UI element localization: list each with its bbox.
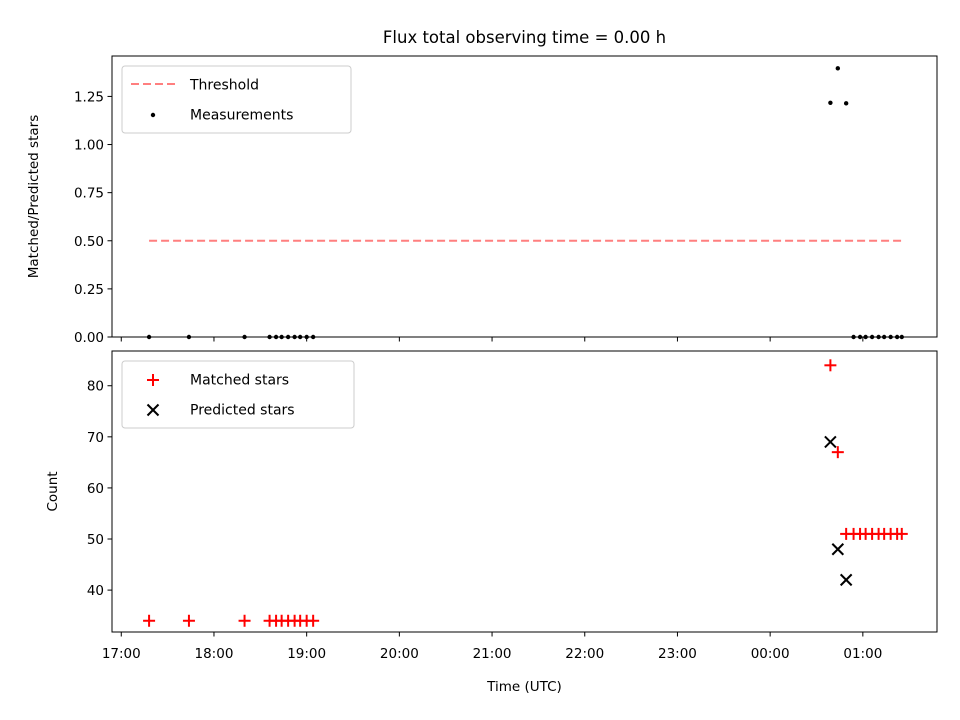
x-tick-label: 01:00	[843, 646, 882, 662]
bottom-y-tick-label: 80	[87, 379, 104, 395]
predicted-star-point	[824, 435, 837, 449]
bottom-y-tick-label: 50	[87, 532, 104, 548]
x-tick-label: 20:00	[380, 646, 419, 662]
top-y-tick-label: 1.25	[74, 89, 104, 105]
bottom-panel: 40 50 60 70 80 17:00 18:00 19:00 20:00 21:00 22:0…	[45, 350, 938, 662]
x-tick-label: 23:00	[658, 646, 697, 662]
predicted-star-point	[839, 573, 853, 587]
matched-star-point	[831, 446, 844, 459]
top-y-tick-label: 0.50	[74, 234, 104, 250]
x-tick-label: 17:00	[102, 646, 141, 662]
top-y-axis-label: Matched/Predicted stars	[26, 115, 42, 278]
measurement-point	[828, 100, 833, 105]
legend-matched-swatch	[147, 374, 159, 386]
legend-threshold-label: Threshold	[189, 78, 259, 94]
bottom-y-tick-label: 40	[87, 583, 104, 599]
bottom-y-tick-label: 70	[87, 430, 104, 446]
measurement-point	[835, 66, 841, 71]
top-y-tick-label: 0.25	[74, 282, 104, 298]
matched-star-point	[182, 614, 195, 627]
matched-star-point	[307, 614, 320, 627]
bottom-axes-frame	[111, 350, 938, 633]
x-tick-label: 00:00	[751, 646, 790, 662]
matched-star-point	[824, 359, 837, 372]
bottom-y-tick-label: 60	[87, 481, 104, 497]
chart-title: Flux total observing time = 0.00 h	[383, 28, 666, 47]
x-tick-label: 19:00	[287, 646, 326, 662]
bottom-y-axis-label: Count	[45, 471, 61, 511]
matched-star-point	[143, 614, 156, 627]
matched-star-point	[238, 614, 251, 627]
top-y-tick-label: 0.75	[74, 186, 104, 202]
legend-measurements-label: Measurements	[190, 108, 293, 124]
measurement-point	[843, 101, 849, 106]
top-y-tick-label: 1.00	[74, 138, 104, 154]
legend-predicted-swatch	[146, 403, 160, 417]
legend-predicted-label: Predicted stars	[190, 403, 295, 419]
top-legend: Threshold Measurements	[121, 65, 352, 134]
legend-matched-label: Matched stars	[190, 373, 289, 389]
bottom-legend: Matched stars Predicted stars	[121, 360, 355, 429]
x-axis-label: Time (UTC)	[486, 679, 562, 695]
legend-measurements-swatch	[150, 112, 156, 118]
top-panel: 0.00 0.25 0.50 0.75 1.00 1.25 Matched/Predict…	[26, 55, 938, 346]
x-tick-label: 21:00	[473, 646, 512, 662]
top-y-tick-label: 0.00	[74, 330, 104, 346]
predicted-star-point	[831, 543, 845, 556]
x-tick-label: 22:00	[565, 646, 604, 662]
top-axes-frame	[111, 55, 938, 338]
x-tick-label: 18:00	[195, 646, 234, 662]
matched-star-point	[895, 527, 908, 540]
